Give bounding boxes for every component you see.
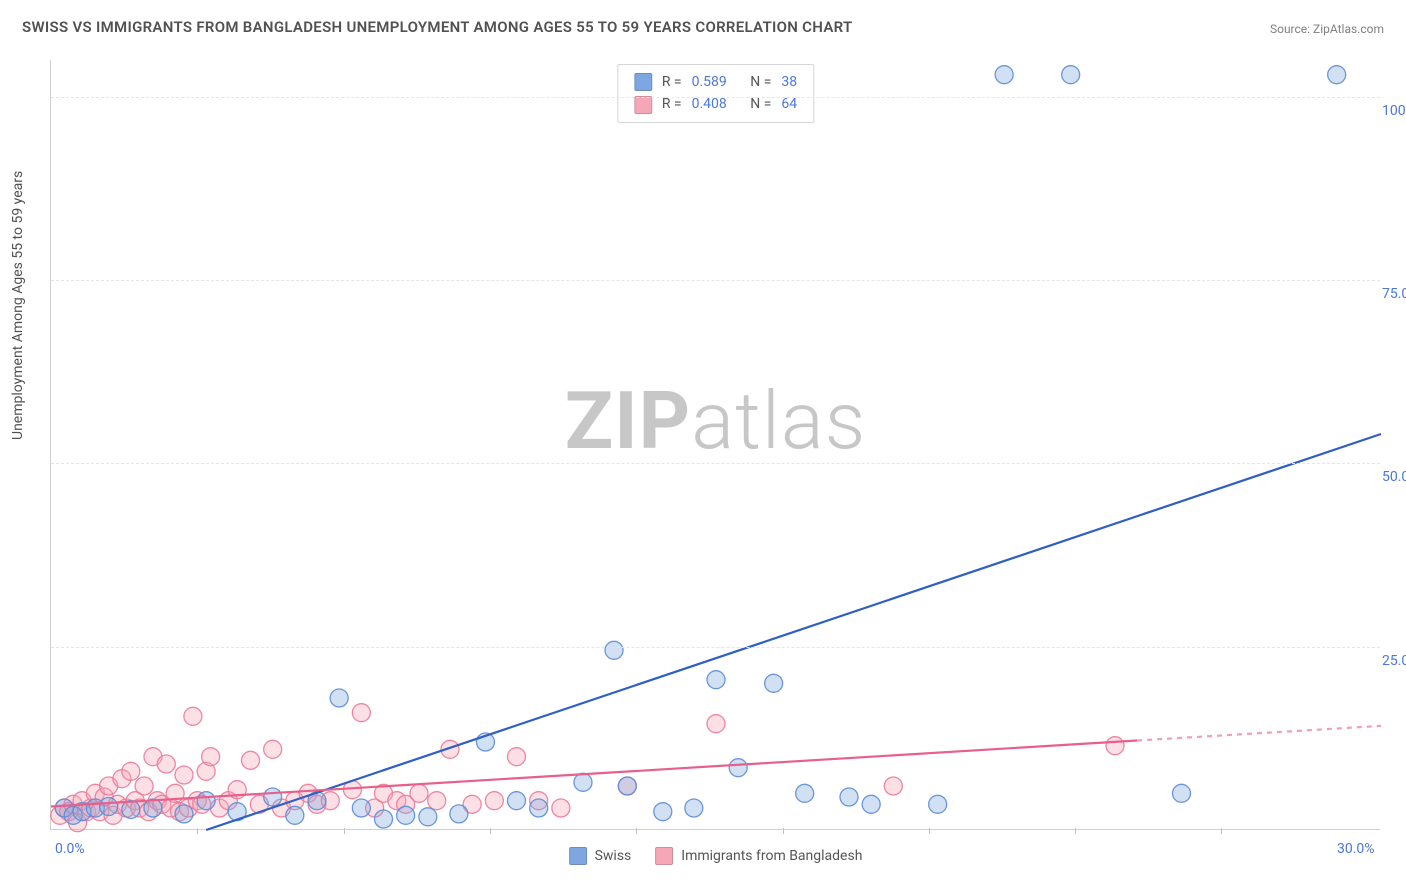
swatch-immigrants-bottom [655, 847, 673, 865]
x-tick-mark [197, 828, 198, 834]
source-attribution: Source: ZipAtlas.com [1270, 22, 1384, 36]
gridline-h [51, 97, 1380, 98]
y-tick-label: 75.0% [1382, 286, 1406, 302]
n-label: N = [750, 71, 771, 93]
x-tick-mark [1075, 828, 1076, 834]
correlation-legend: R = 0.589 N = 38 R = 0.408 N = 64 [617, 64, 814, 123]
chart-title: SWISS VS IMMIGRANTS FROM BANGLADESH UNEM… [22, 18, 853, 36]
y-tick-label: 100.0% [1382, 103, 1406, 119]
x-tick-mark [929, 828, 930, 834]
gridline-h [51, 280, 1380, 281]
legend-label-immigrants: Immigrants from Bangladesh [681, 848, 862, 864]
y-tick-label: 25.0% [1382, 653, 1406, 669]
gridline-h [51, 647, 1380, 648]
plot-area: ZIPatlas R = 0.589 N = 38 R = 0.408 N = … [50, 60, 1380, 830]
y-tick-label: 50.0% [1382, 469, 1406, 485]
gridline-h [51, 463, 1380, 464]
chart-svg [51, 60, 1380, 829]
x-tick-mark [636, 828, 637, 834]
n-value-swiss: 38 [781, 71, 797, 93]
y-axis-label: Unemployment Among Ages 55 to 59 years [10, 171, 26, 440]
legend-item-swiss: Swiss [569, 847, 632, 865]
x-tick-mark [783, 828, 784, 834]
swatch-immigrants [634, 96, 652, 114]
correlation-row-swiss: R = 0.589 N = 38 [634, 71, 797, 93]
legend-label-swiss: Swiss [595, 848, 632, 864]
swatch-swiss-bottom [569, 847, 587, 865]
swatch-swiss [634, 73, 652, 91]
x-tick-mark [344, 828, 345, 834]
x-tick-mark [1221, 828, 1222, 834]
r-label: R = [662, 71, 682, 93]
x-tick-label: 0.0% [55, 841, 85, 857]
x-tick-label: 30.0% [1337, 841, 1375, 857]
legend-item-immigrants: Immigrants from Bangladesh [655, 847, 862, 865]
x-tick-mark [490, 828, 491, 834]
series-legend: Swiss Immigrants from Bangladesh [569, 847, 863, 865]
r-value-swiss: 0.589 [692, 71, 727, 93]
